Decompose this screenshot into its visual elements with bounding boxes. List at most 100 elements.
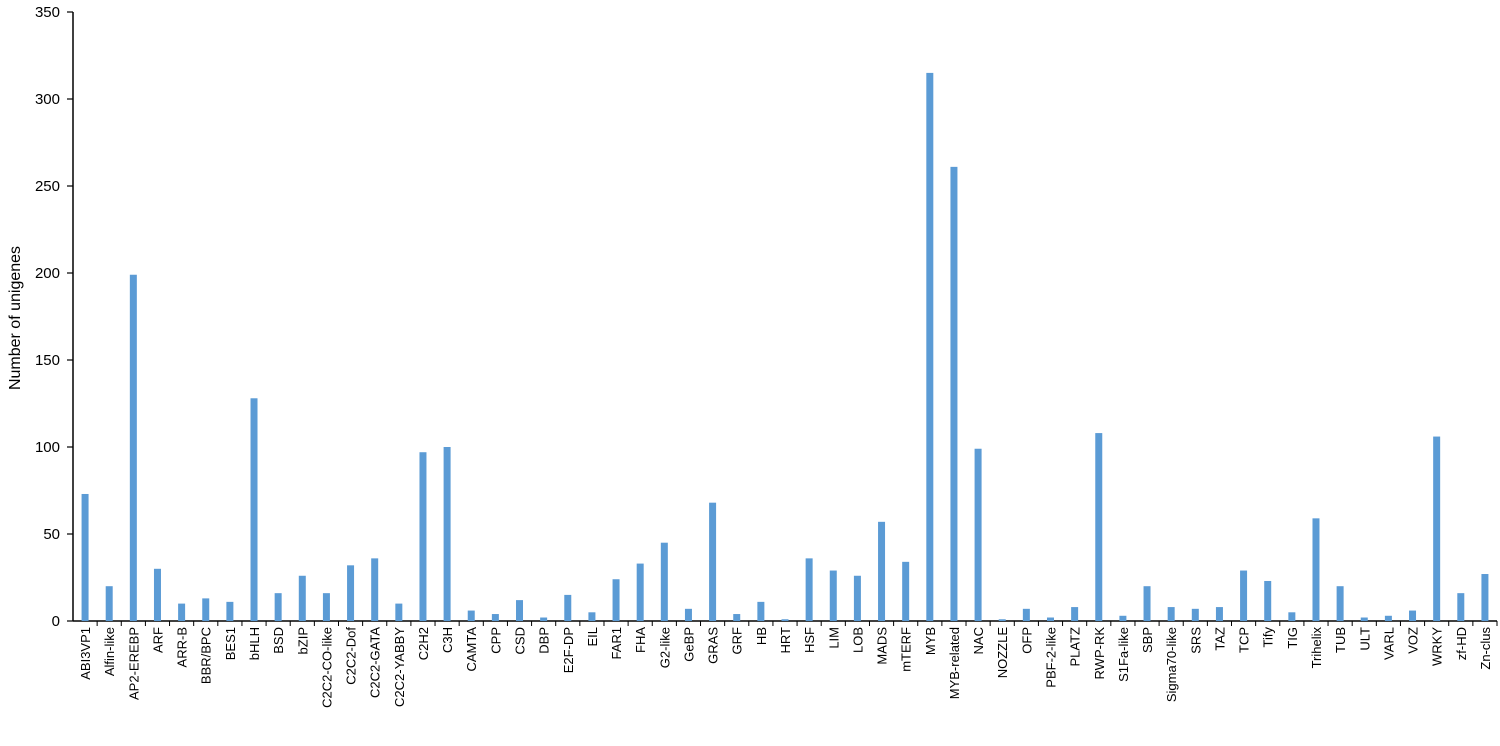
x-tick-label: NAC [971, 627, 986, 654]
y-tick-label: 200 [35, 265, 60, 282]
x-tick-label: C2C2-GATA [368, 627, 383, 698]
bar [998, 619, 1006, 621]
bar [1288, 612, 1296, 621]
x-tick-label: MYB-related [947, 627, 962, 699]
x-tick-label: Zn-clus [1478, 627, 1493, 670]
bar [853, 575, 861, 621]
bar [684, 608, 692, 621]
bar [1457, 593, 1465, 621]
x-tick-label: C2C2-YABBY [392, 627, 407, 707]
bar [1071, 607, 1079, 621]
bar [950, 166, 958, 622]
bar [371, 558, 379, 621]
bar [1143, 586, 1151, 621]
bar [781, 619, 789, 621]
x-tick-label: SBP [1140, 627, 1155, 653]
bar [81, 493, 89, 621]
bar [1360, 617, 1368, 621]
x-tick-label: BSD [271, 627, 286, 654]
bar [347, 565, 355, 621]
bar [1119, 615, 1127, 621]
x-tick-label: AP2-EREBP [126, 627, 141, 700]
y-tick-label: 100 [35, 439, 60, 456]
bar [516, 600, 524, 621]
bar [733, 614, 741, 621]
x-tick-label: BES1 [223, 627, 238, 660]
bar [926, 72, 934, 621]
x-tick-label: CAMTA [464, 627, 479, 672]
bar [1433, 436, 1441, 621]
bar [105, 586, 113, 621]
x-tick-label: bHLH [247, 627, 262, 660]
x-tick-label: PBF-2-like [1043, 627, 1058, 688]
bar [1095, 433, 1103, 621]
bar [612, 579, 620, 621]
bar [588, 612, 596, 621]
x-tick-label: LIM [826, 627, 841, 649]
x-tick-label: C2C2-CO-like [319, 627, 334, 708]
x-tick-label: zf-HD [1454, 627, 1469, 660]
x-tick-label: C2H2 [416, 627, 431, 660]
x-tick-label: PLATZ [1068, 627, 1083, 667]
y-axis-title: Number of unigenes [7, 246, 24, 390]
y-tick-label: 350 [35, 4, 60, 21]
bar [467, 610, 475, 621]
x-tick-label: GeBP [681, 627, 696, 662]
x-tick-label: ARR-B [175, 627, 190, 667]
x-tick-label: E2F-DP [561, 627, 576, 673]
x-tick-label: TCP [1237, 627, 1252, 653]
bar [540, 617, 548, 621]
x-tick-label: LOB [850, 627, 865, 653]
bar [1022, 608, 1030, 621]
x-tick-label: G2-like [657, 627, 672, 668]
x-tick-label: FAR1 [609, 627, 624, 660]
x-tick-label: NOZZLE [995, 627, 1010, 679]
bar [491, 614, 499, 621]
x-tick-label: Sigma70-like [1164, 627, 1179, 702]
bar [1046, 617, 1054, 621]
bar [1167, 607, 1175, 621]
bar [322, 593, 330, 621]
bar [395, 603, 403, 621]
bar [1191, 608, 1199, 621]
bar [202, 598, 210, 621]
bar [129, 274, 137, 621]
x-tick-label: DBP [537, 627, 552, 654]
x-tick-label: BBR/BPC [199, 627, 214, 684]
bar [636, 563, 644, 621]
bar [660, 542, 668, 621]
bar [1264, 580, 1272, 621]
y-tick-label: 150 [35, 352, 60, 369]
bar [709, 502, 717, 621]
x-tick-label: bZIP [295, 627, 310, 654]
y-tick-label: 300 [35, 91, 60, 108]
bar [1409, 610, 1417, 621]
x-tick-label: HRT [778, 627, 793, 654]
x-tick-label: MADS [875, 627, 890, 665]
x-tick-label: TIG [1285, 627, 1300, 649]
bar [226, 601, 234, 621]
x-tick-label: CPP [488, 627, 503, 654]
bar [419, 452, 427, 621]
x-tick-label: mTERF [899, 627, 914, 672]
bar [1336, 586, 1344, 621]
bar [1215, 607, 1223, 621]
bar [564, 594, 572, 621]
bar [153, 568, 161, 621]
x-tick-label: HB [754, 627, 769, 645]
bar [805, 558, 813, 621]
plot-area: 0 50 100 150 200 250 300 350 ABI3VP1 Alfin-like AP… [35, 4, 1498, 708]
y-tick-label: 0 [52, 613, 60, 630]
bar [250, 398, 258, 621]
bar [274, 593, 282, 621]
bar [829, 570, 837, 621]
x-tick-label: Alfin-like [102, 627, 117, 676]
x-tick-label: VOZ [1406, 627, 1421, 654]
bar [902, 561, 910, 621]
x-tick-label: ULT [1357, 627, 1372, 651]
x-tick-label: RWP-RK [1092, 627, 1107, 680]
x-tick-label: MYB [923, 627, 938, 655]
x-tick-label: OFP [1019, 627, 1034, 654]
bar [878, 521, 886, 621]
